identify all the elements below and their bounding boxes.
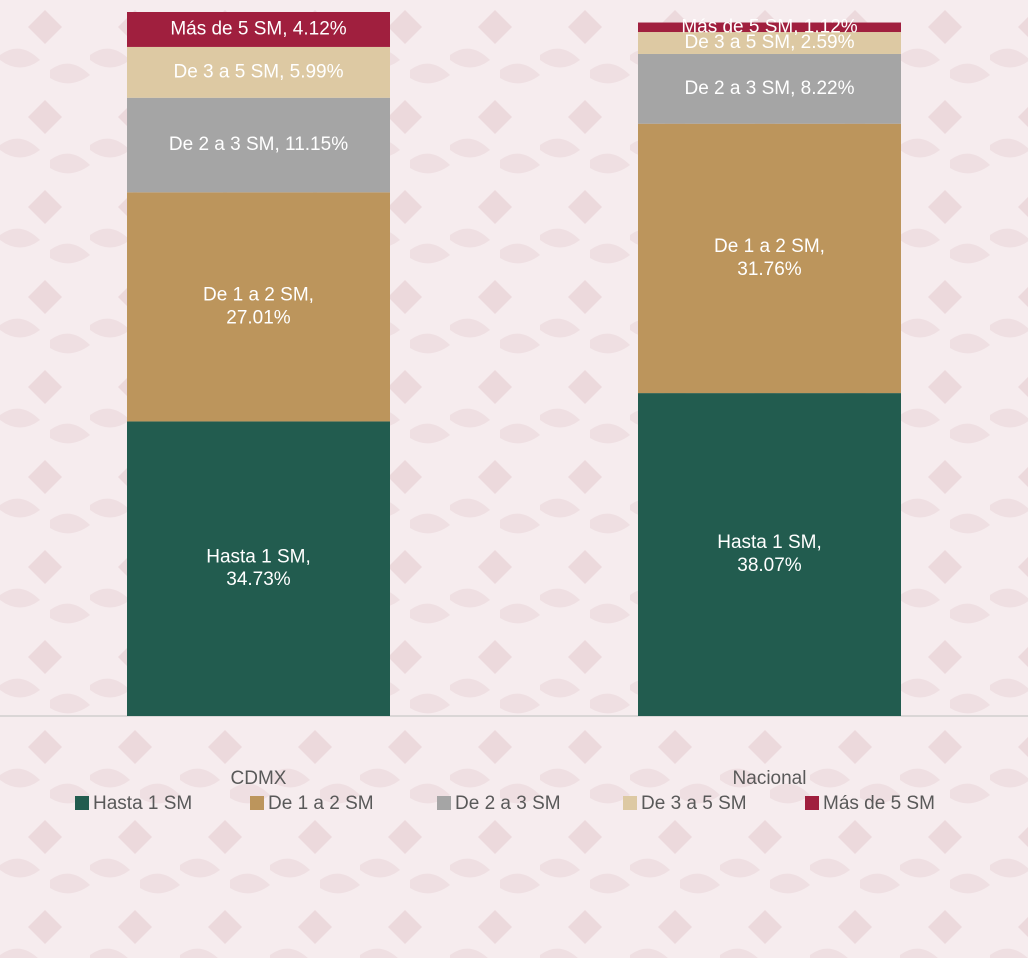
legend-label: De 2 a 3 SM [455,793,561,814]
legend-swatch [805,796,819,810]
data-label-line: De 1 a 2 SM, [203,284,314,305]
data-label-line: 31.76% [737,259,802,280]
data-label: De 2 a 3 SM, 11.15% [169,134,348,155]
bar-segment [638,393,901,716]
data-label: Más de 5 SM, 1.12% [681,16,857,37]
legend-label: De 3 a 5 SM [641,793,747,814]
bar-segment [127,192,390,422]
data-label: De 3 a 5 SM, 2.59% [684,32,854,53]
legend-label: De 1 a 2 SM [268,793,374,814]
legend-label: Hasta 1 SM [93,793,192,814]
data-label: De 1 a 2 SM, 27.01% [203,284,314,328]
data-label: Más de 5 SM, 4.12% [170,18,346,39]
x-tick-label: Nacional [733,768,807,789]
legend-swatch [623,796,637,810]
legend-swatch [437,796,451,810]
bar-segment [638,123,901,394]
data-label-line: 34.73% [226,569,291,590]
data-label-line: De 1 a 2 SM, [714,236,825,257]
data-label: Hasta 1 SM, 34.73% [206,546,311,590]
data-label: De 3 a 5 SM, 5.99% [173,61,343,82]
bar-segment [638,32,901,54]
legend-swatch [250,796,264,810]
data-label: Hasta 1 SM, 38.07% [717,532,822,576]
data-label-line: 38.07% [737,555,802,576]
x-tick-label: CDMX [231,768,287,789]
bar-segment [638,22,901,33]
bar-segment [127,421,390,716]
legend-label: Más de 5 SM [823,793,935,814]
bar-segment [127,46,390,98]
bar-segment [127,97,390,193]
data-label: De 2 a 3 SM, 8.22% [684,78,854,99]
data-label-line: Hasta 1 SM, [717,532,822,553]
bar-segment [127,12,390,47]
bar-segment [638,53,901,124]
data-label-line: Hasta 1 SM, [206,546,311,567]
data-label-line: 27.01% [226,307,291,328]
legend-swatch [75,796,89,810]
data-label: De 1 a 2 SM, 31.76% [714,236,825,280]
